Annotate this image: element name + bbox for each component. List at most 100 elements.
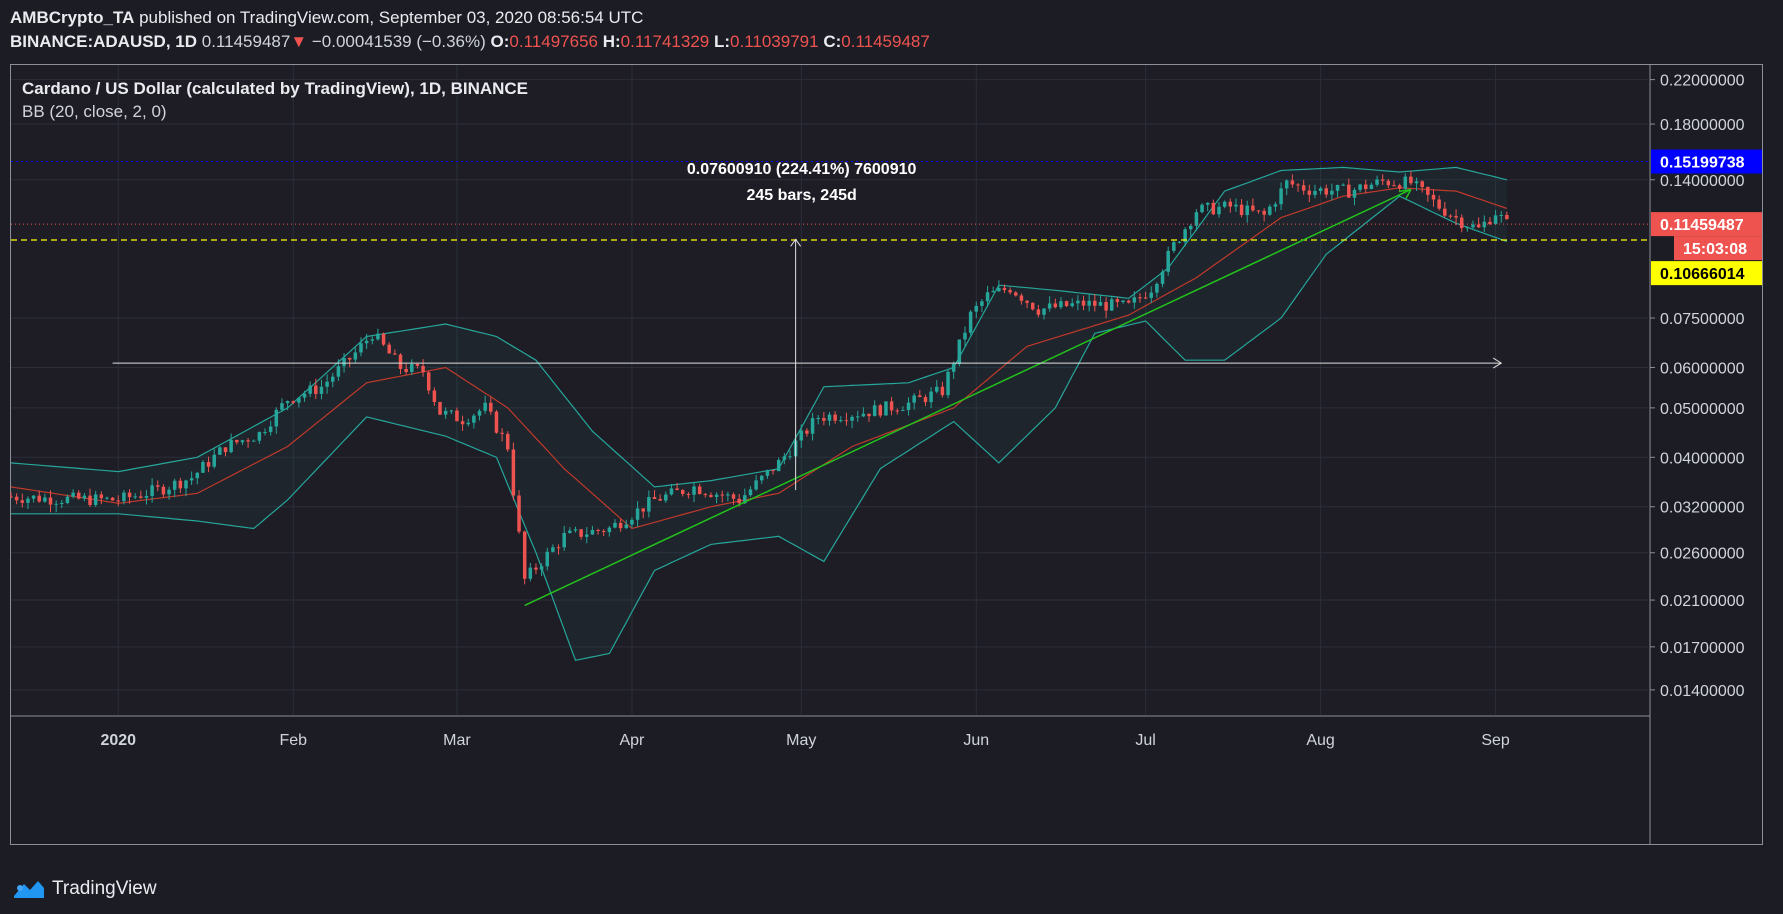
candle-body: [1042, 308, 1046, 315]
countdown-label: 15:03:08: [1683, 241, 1747, 258]
footer: TradingView: [12, 874, 157, 904]
candle-body: [398, 354, 403, 369]
candle-body: [1358, 184, 1362, 190]
candle-body: [37, 495, 41, 502]
y-tick-label: 0.07500000: [1660, 311, 1745, 328]
bollinger-lower-line: [11, 195, 1508, 661]
candle-body: [302, 393, 307, 398]
candle-body: [144, 495, 149, 498]
candle-body: [1426, 186, 1430, 195]
y-tick-label: 0.22000000: [1660, 73, 1745, 90]
candle-body: [1251, 205, 1255, 211]
candle-body: [1200, 204, 1204, 213]
candle-body: [1454, 216, 1458, 218]
candle-body: [1256, 210, 1261, 212]
down-arrow-icon: ▼: [290, 32, 308, 51]
candle-body: [776, 459, 781, 472]
candle-body: [1482, 221, 1487, 228]
candle-body: [912, 395, 916, 403]
author-name[interactable]: AMBCrypto_TA: [10, 8, 135, 27]
indicator-label[interactable]: BB (20, close, 2, 0): [22, 102, 167, 121]
candle-body: [1070, 303, 1074, 307]
close-label: C:: [823, 32, 842, 51]
candle-body: [223, 447, 228, 453]
candle-body: [1222, 201, 1227, 207]
candle-body: [782, 456, 787, 460]
candle-body: [822, 418, 826, 421]
publish-info: AMBCrypto_TA published on TradingView.co…: [10, 6, 1770, 30]
candle-body: [82, 495, 87, 499]
candle-body: [635, 508, 640, 520]
open-value: 0.11497656: [509, 32, 598, 51]
symbol-label[interactable]: BINANCE:ADAUSD, 1D: [10, 32, 198, 51]
candle-body: [1262, 210, 1266, 215]
candle-body: [54, 503, 58, 505]
candle-body: [167, 489, 171, 495]
candle-body: [1499, 214, 1503, 216]
candle-body: [1471, 224, 1475, 228]
candle-body: [1375, 179, 1379, 185]
candle-body: [556, 547, 561, 549]
candle-body: [1364, 184, 1368, 190]
candle-body: [93, 494, 98, 506]
candle-body: [291, 401, 295, 403]
candle-body: [105, 497, 109, 499]
candle-body: [675, 488, 679, 491]
chart-container[interactable]: 0.07600910 (224.41%) 7600910 245 bars, 24…: [9, 64, 1773, 860]
time-axis[interactable]: 2020 Feb Mar Apr May Jun Jul Aug Sep: [100, 732, 1509, 749]
y-tick-label: 0.06000000: [1660, 360, 1745, 377]
candle-body: [1409, 176, 1413, 184]
candle-body: [1143, 297, 1148, 299]
candle-body: [839, 420, 843, 422]
candle-body: [906, 402, 911, 411]
candle-body: [601, 530, 606, 533]
candle-body: [771, 470, 775, 472]
bollinger-basis-line: [10, 187, 1508, 530]
candle-body: [850, 416, 854, 421]
candle-body: [421, 365, 425, 373]
candle-body: [172, 480, 177, 490]
candle-body: [534, 567, 538, 570]
price-axis[interactable]: 0.22000000 0.18000000 0.14000000 0.07500000…: [1650, 73, 1745, 700]
candle-body: [664, 494, 668, 501]
candle-body: [370, 339, 375, 341]
candle-body: [1324, 188, 1328, 195]
x-tick-label: Apr: [619, 732, 645, 749]
candle-body: [410, 363, 414, 372]
candle-body: [568, 530, 572, 533]
candle-body: [647, 497, 651, 512]
candle-body: [1104, 302, 1108, 311]
grid-lines: [11, 65, 1648, 715]
price-badges: 0.15199738 0.11459487 15:03:08 0.10666014: [1651, 149, 1762, 286]
candle-body: [133, 496, 137, 498]
last-price-badge-bg: [1651, 212, 1762, 237]
candle-body: [443, 410, 448, 415]
candle-body: [607, 527, 612, 533]
candle-body: [833, 414, 837, 421]
candle-body: [963, 332, 967, 340]
candle-body: [1386, 180, 1391, 186]
plot-area[interactable]: [11, 65, 1649, 716]
candle-body: [235, 440, 239, 443]
bollinger-upper-line: [10, 166, 1508, 488]
candle-body: [997, 287, 1001, 292]
candle-body: [855, 416, 860, 418]
candle-body: [760, 475, 764, 481]
candle-body: [1352, 189, 1357, 198]
candle-body: [387, 344, 391, 354]
candle-body: [539, 566, 544, 570]
candle-body: [827, 414, 832, 421]
candle-body: [968, 311, 973, 333]
candle-body: [652, 497, 657, 499]
candle-body: [1279, 188, 1283, 205]
y-tick-label: 0.04000000: [1660, 450, 1745, 467]
tradingview-logo-icon[interactable]: [12, 878, 46, 900]
price-chart[interactable]: 0.07600910 (224.41%) 7600910 245 bars, 24…: [9, 64, 1773, 860]
candle-body: [1397, 185, 1402, 189]
candle-body: [466, 422, 470, 425]
candle-body: [590, 529, 595, 535]
candle-body: [1025, 300, 1029, 303]
brand-name[interactable]: TradingView: [52, 878, 157, 899]
candle-body: [658, 498, 662, 501]
candle-body: [26, 498, 30, 503]
